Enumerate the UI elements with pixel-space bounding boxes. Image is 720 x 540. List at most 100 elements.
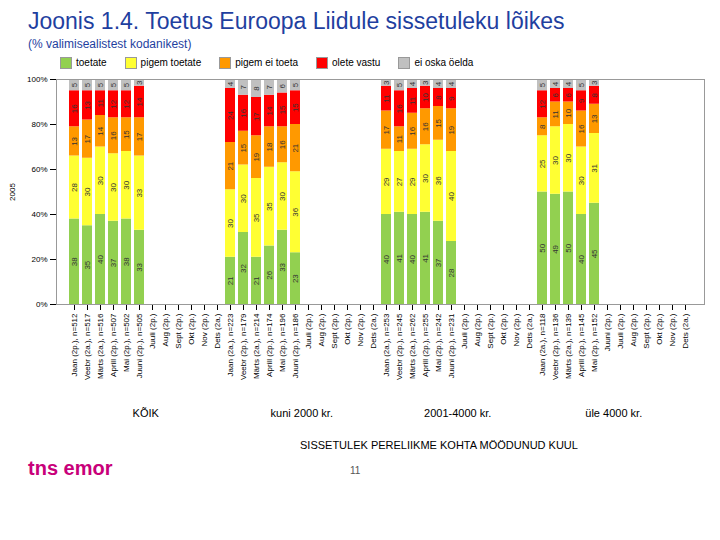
svg-text:16: 16 bbox=[408, 127, 417, 136]
svg-text:8: 8 bbox=[252, 86, 261, 91]
svg-text:8: 8 bbox=[538, 124, 547, 129]
svg-text:Veebr (2p.), n=245: Veebr (2p.), n=245 bbox=[395, 313, 404, 380]
svg-text:16: 16 bbox=[239, 109, 248, 118]
svg-text:18: 18 bbox=[265, 142, 274, 151]
svg-text:7: 7 bbox=[239, 85, 248, 90]
svg-text:40: 40 bbox=[447, 192, 456, 201]
svg-text:30: 30 bbox=[83, 187, 92, 196]
svg-text:Juuli (2p.): Juuli (2p.) bbox=[616, 314, 625, 349]
svg-text:11: 11 bbox=[551, 110, 560, 119]
svg-text:7: 7 bbox=[265, 85, 274, 90]
svg-text:29: 29 bbox=[408, 177, 417, 186]
svg-text:17: 17 bbox=[252, 112, 261, 121]
svg-text:6: 6 bbox=[551, 93, 560, 98]
svg-text:Mai (2p.), n=196: Mai (2p.), n=196 bbox=[278, 313, 287, 372]
svg-text:28: 28 bbox=[447, 268, 456, 277]
svg-text:14: 14 bbox=[96, 127, 105, 136]
svg-text:40: 40 bbox=[382, 255, 391, 264]
svg-text:3: 3 bbox=[382, 80, 391, 85]
svg-text:Juuni (2p.), n=186: Juuni (2p.), n=186 bbox=[291, 313, 300, 378]
svg-text:Sept (2p.): Sept (2p.) bbox=[330, 314, 339, 349]
svg-text:17: 17 bbox=[83, 134, 92, 143]
svg-text:0%: 0% bbox=[36, 300, 48, 309]
svg-text:Okt (2p.): Okt (2p.) bbox=[499, 314, 508, 345]
svg-text:15: 15 bbox=[291, 103, 300, 112]
svg-text:32: 32 bbox=[239, 264, 248, 273]
svg-text:Sept (2p.): Sept (2p.) bbox=[642, 314, 651, 349]
svg-text:27: 27 bbox=[395, 177, 404, 186]
svg-text:10: 10 bbox=[421, 93, 430, 102]
svg-text:26: 26 bbox=[265, 271, 274, 280]
svg-text:12: 12 bbox=[109, 100, 118, 109]
svg-text:4: 4 bbox=[447, 82, 456, 87]
svg-text:8: 8 bbox=[590, 93, 599, 98]
svg-text:13: 13 bbox=[70, 137, 79, 146]
svg-text:5: 5 bbox=[291, 83, 300, 88]
svg-text:Mai (2p.), n=502: Mai (2p.), n=502 bbox=[122, 313, 131, 372]
svg-text:35: 35 bbox=[83, 260, 92, 269]
svg-text:Dets (2a.): Dets (2a.) bbox=[369, 314, 378, 349]
svg-text:Juuni (2p.), n=505: Juuni (2p.), n=505 bbox=[135, 313, 144, 378]
svg-text:2005: 2005 bbox=[8, 183, 17, 201]
svg-text:20%: 20% bbox=[31, 255, 47, 264]
svg-text:Jaan (2a.), n=253: Jaan (2a.), n=253 bbox=[382, 313, 391, 376]
svg-text:5: 5 bbox=[70, 83, 79, 88]
svg-text:5: 5 bbox=[83, 83, 92, 88]
svg-text:5: 5 bbox=[96, 83, 105, 88]
svg-text:49: 49 bbox=[551, 245, 560, 254]
svg-text:15: 15 bbox=[278, 105, 287, 114]
svg-text:KÕIK: KÕIK bbox=[133, 407, 160, 419]
svg-text:40: 40 bbox=[96, 255, 105, 264]
svg-text:Jaan (2a.), n=223: Jaan (2a.), n=223 bbox=[226, 313, 235, 376]
svg-text:60%: 60% bbox=[31, 165, 47, 174]
svg-text:4: 4 bbox=[564, 82, 573, 87]
svg-text:6: 6 bbox=[278, 84, 287, 89]
svg-text:Nov (2p.): Nov (2p.) bbox=[200, 314, 209, 347]
svg-text:Veebr (2p.), n=179: Veebr (2p.), n=179 bbox=[239, 313, 248, 380]
svg-text:Juuni (2p.), n=231: Juuni (2p.), n=231 bbox=[447, 313, 456, 378]
svg-text:Juuli (2p.): Juuli (2p.) bbox=[304, 314, 313, 349]
svg-text:100%: 100% bbox=[27, 75, 47, 84]
svg-text:Dets (2a.): Dets (2a.) bbox=[213, 314, 222, 349]
svg-text:9: 9 bbox=[447, 96, 456, 101]
svg-text:Aug (2p.): Aug (2p.) bbox=[161, 314, 170, 347]
svg-text:16: 16 bbox=[109, 131, 118, 140]
svg-text:11: 11 bbox=[395, 135, 404, 144]
svg-text:16: 16 bbox=[278, 140, 287, 149]
svg-text:16: 16 bbox=[421, 122, 430, 131]
svg-text:3: 3 bbox=[135, 80, 144, 85]
svg-text:9: 9 bbox=[577, 98, 586, 103]
svg-text:Okt (2p.): Okt (2p.) bbox=[187, 314, 196, 345]
svg-text:Aprill (2p.), n=255: Aprill (2p.), n=255 bbox=[421, 313, 430, 377]
svg-text:8: 8 bbox=[434, 95, 443, 100]
svg-text:35: 35 bbox=[252, 213, 261, 222]
svg-text:33: 33 bbox=[278, 263, 287, 272]
svg-text:21: 21 bbox=[226, 161, 235, 170]
svg-text:Dets (2a.): Dets (2a.) bbox=[681, 314, 690, 349]
svg-text:11: 11 bbox=[96, 99, 105, 108]
svg-text:23: 23 bbox=[291, 274, 300, 283]
svg-text:kuni 2000 kr.: kuni 2000 kr. bbox=[271, 407, 333, 419]
svg-text:Mai (2p.), n=152: Mai (2p.), n=152 bbox=[590, 313, 599, 372]
svg-text:41: 41 bbox=[421, 254, 430, 263]
svg-text:30: 30 bbox=[226, 219, 235, 228]
svg-text:21: 21 bbox=[291, 143, 300, 152]
svg-text:25: 25 bbox=[538, 159, 547, 168]
svg-text:5: 5 bbox=[122, 83, 131, 88]
svg-text:Aprill (2p.), n=145: Aprill (2p.), n=145 bbox=[577, 313, 586, 377]
svg-text:30: 30 bbox=[239, 194, 248, 203]
svg-text:24: 24 bbox=[226, 111, 235, 120]
svg-text:33: 33 bbox=[135, 188, 144, 197]
svg-text:37: 37 bbox=[109, 258, 118, 267]
svg-text:30: 30 bbox=[564, 154, 573, 163]
svg-text:4: 4 bbox=[434, 82, 443, 87]
svg-text:40%: 40% bbox=[31, 210, 47, 219]
svg-text:Okt (2p.): Okt (2p.) bbox=[343, 314, 352, 345]
svg-text:Jaan (2a.), n=118: Jaan (2a.), n=118 bbox=[538, 313, 547, 376]
svg-text:36: 36 bbox=[291, 208, 300, 217]
svg-text:5: 5 bbox=[109, 83, 118, 88]
svg-text:4: 4 bbox=[226, 82, 235, 87]
svg-text:Aug (2p.): Aug (2p.) bbox=[629, 314, 638, 347]
svg-text:30: 30 bbox=[577, 176, 586, 185]
svg-text:4: 4 bbox=[551, 82, 560, 87]
